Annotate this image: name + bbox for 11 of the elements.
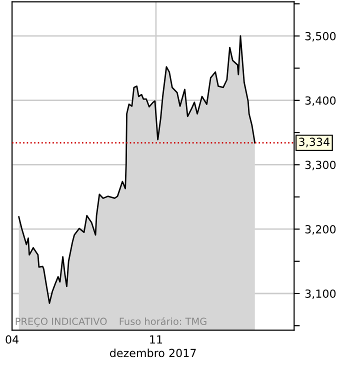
annotation: Fuso horário: TMG xyxy=(120,317,206,326)
y-tick-label: 3,100 xyxy=(305,289,336,300)
y-tick-label: 3,400 xyxy=(305,96,336,106)
y-tick-label: 3,300 xyxy=(305,160,336,170)
y-tick-label: 3,500 xyxy=(305,32,336,42)
x-axis-title: dezembro 2017 xyxy=(110,348,196,358)
ref-line-label: 3,334 xyxy=(299,138,330,148)
x-tick-label: 04 xyxy=(6,335,18,344)
annotation: PREÇO INDICATIVO xyxy=(16,318,107,327)
y-tick-label: 3,200 xyxy=(305,225,336,235)
x-tick-label: 11 xyxy=(150,335,162,344)
